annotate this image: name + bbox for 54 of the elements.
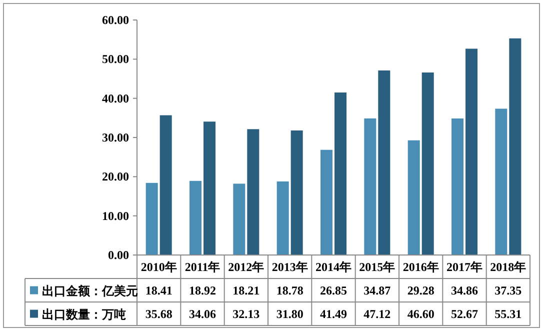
bar <box>247 129 260 255</box>
bar <box>378 70 390 255</box>
y-tick-label: 10.00 <box>102 208 129 223</box>
bar <box>233 184 246 255</box>
data-label: 34.86 <box>451 283 478 298</box>
data-label: 32.13 <box>232 306 260 321</box>
data-label: 52.67 <box>451 306 478 321</box>
x-tick-label: 2013年 <box>272 260 308 274</box>
data-label: 29.28 <box>407 283 434 298</box>
legend-label: 出口金额：亿美元 <box>42 284 138 298</box>
x-tick-label: 2018年 <box>490 260 526 274</box>
x-tick-label: 2010年 <box>140 260 177 274</box>
data-label: 41.49 <box>320 306 347 321</box>
y-tick-label: 60.00 <box>102 13 129 27</box>
bar <box>146 182 158 255</box>
data-label: 46.60 <box>407 306 434 321</box>
data-label: 18.78 <box>276 283 304 298</box>
y-tick-label: 0.00 <box>108 248 129 262</box>
bar <box>364 118 376 255</box>
bar <box>204 122 216 255</box>
y-tick-label: 50.00 <box>102 52 129 66</box>
data-label: 18.92 <box>189 283 216 298</box>
bar <box>422 72 434 255</box>
bar <box>408 140 420 255</box>
data-label: 31.80 <box>276 306 304 321</box>
bar <box>452 118 464 255</box>
x-tick-label: 2017年 <box>446 260 482 274</box>
bar <box>495 108 508 255</box>
x-tick-label: 2016年 <box>402 260 439 274</box>
y-tick-label: 30.00 <box>102 130 129 144</box>
data-label: 35.68 <box>145 306 172 321</box>
x-tick-label: 2015年 <box>359 260 396 274</box>
x-tick-label: 2012年 <box>228 260 264 274</box>
bar <box>509 38 522 255</box>
data-label: 55.31 <box>494 306 522 321</box>
data-label: 18.21 <box>232 283 260 298</box>
bar <box>160 115 172 255</box>
bar <box>290 130 303 255</box>
x-tick-label: 2011年 <box>184 260 220 274</box>
legend-label: 出口数量：万吨 <box>42 307 126 322</box>
bar <box>334 92 346 255</box>
bar <box>466 48 478 255</box>
data-label: 34.06 <box>189 306 216 321</box>
bar <box>320 150 332 255</box>
y-tick-label: 40.00 <box>102 91 129 106</box>
data-label: 26.85 <box>320 283 347 298</box>
data-label: 34.87 <box>364 283 391 298</box>
bar <box>190 180 202 255</box>
x-tick-label: 2014年 <box>316 260 352 274</box>
data-label: 47.12 <box>364 306 391 321</box>
data-label: 18.41 <box>145 283 172 298</box>
bar <box>276 181 289 255</box>
data-label: 37.35 <box>494 283 522 298</box>
y-tick-label: 20.00 <box>102 170 129 184</box>
